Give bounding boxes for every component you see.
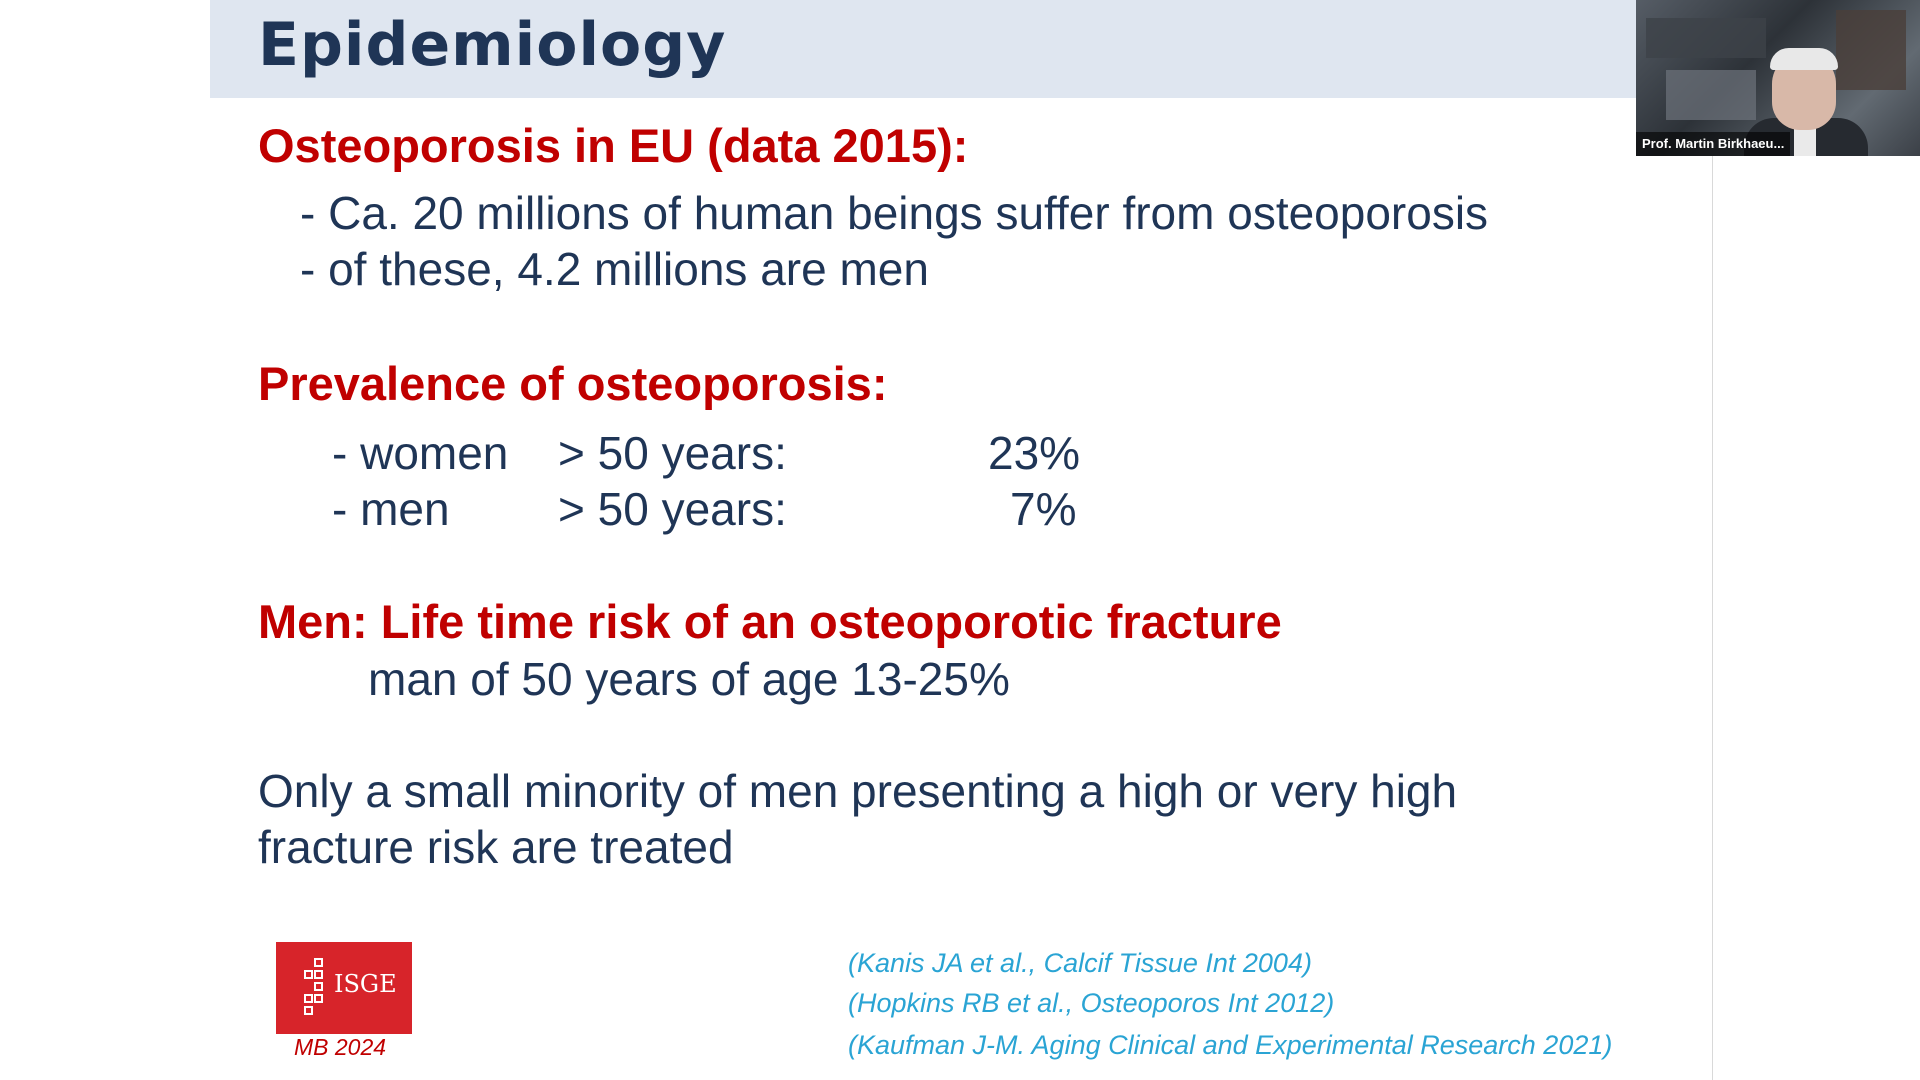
background-shelf — [1836, 10, 1906, 90]
logo-caption: MB 2024 — [294, 1034, 387, 1060]
closing-line-2: fracture risk are treated — [258, 821, 734, 873]
slide-edge-divider — [1712, 156, 1713, 1080]
prevalence-men-age: > 50 years: — [558, 483, 787, 535]
reference-3: (Kaufman J-M. Aging Clinical and Experim… — [848, 1030, 1613, 1060]
reference-1: (Kanis JA et al., Calcif Tissue Int 2004… — [848, 948, 1312, 978]
participant-hair — [1770, 48, 1838, 70]
background-shelf — [1646, 18, 1766, 58]
section-heading-lifetime-risk: Men: Life time risk of an osteoporotic f… — [258, 595, 1282, 648]
prevalence-men-value: 7% — [1010, 483, 1077, 535]
reference-2: (Hopkins RB et al., Osteoporos Int 2012) — [848, 988, 1335, 1018]
section-heading-eu: Osteoporosis in EU (data 2015): — [258, 119, 969, 172]
prevalence-women-group: - women — [332, 427, 509, 479]
prevalence-women-age: > 50 years: — [558, 427, 787, 479]
section-heading-prevalence: Prevalence of osteoporosis: — [258, 357, 888, 410]
prevalence-men-group: - men — [332, 483, 450, 535]
closing-line-1: Only a small minority of men presenting … — [258, 765, 1458, 817]
participant-video-tile[interactable]: Prof. Martin Birkhaeu... — [1636, 0, 1920, 156]
slide-title-bar: Epidemiology — [210, 0, 1636, 98]
eu-line-total: - Ca. 20 millions of human beings suffer… — [300, 187, 1489, 239]
lifetime-risk-line: man of 50 years of age 13-25% — [368, 653, 1010, 705]
participant-name-label: Prof. Martin Birkhaeu... — [1636, 132, 1791, 156]
eu-line-men: - of these, 4.2 millions are men — [300, 243, 929, 295]
logo-text: ISGE — [334, 970, 397, 998]
background-shelf — [1666, 70, 1756, 120]
prevalence-women-value: 23% — [988, 427, 1081, 479]
isge-logo: ISGE — [276, 942, 412, 1034]
slide-title: Epidemiology — [258, 10, 727, 80]
logo-grid-icon — [304, 958, 334, 1018]
